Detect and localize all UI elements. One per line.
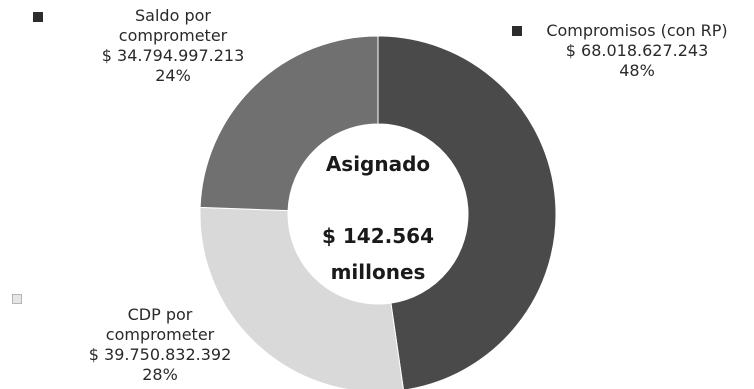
slice-percent-saldo: 24%	[155, 66, 191, 85]
center-title: Asignado	[325, 152, 431, 176]
slice-percent-compromisos: 48%	[619, 61, 655, 80]
slice-saldo	[199, 35, 379, 212]
slice-label-cdp: CDP por comprometer $ 39.750.832.392 28%	[60, 305, 260, 385]
center-amount: $ 142.564	[322, 224, 434, 248]
slice-cdp	[199, 206, 404, 389]
center-unit: millones	[330, 260, 426, 284]
slice-name-compromisos: Compromisos (con RP)	[546, 21, 728, 40]
slice-value-cdp: $ 39.750.832.392	[88, 345, 232, 364]
legend-marker-saldo	[33, 12, 43, 22]
legend-marker-compromisos	[512, 26, 522, 36]
slice-name-saldo-line2: comprometer	[118, 26, 228, 45]
slice-name-cdp-line2: comprometer	[105, 325, 215, 344]
legend-marker-cdp	[12, 294, 22, 304]
slice-compromisos	[377, 35, 557, 389]
slice-value-compromisos: $ 68.018.627.243	[565, 41, 709, 60]
slice-percent-cdp: 28%	[142, 365, 178, 384]
slice-name-saldo-line1: Saldo por	[135, 6, 211, 25]
slice-label-saldo: Saldo por comprometer $ 34.794.997.213 2…	[68, 6, 278, 86]
slice-name-cdp-line1: CDP por	[127, 305, 193, 324]
slice-value-saldo: $ 34.794.997.213	[101, 46, 245, 65]
slice-label-compromisos: Compromisos (con RP) $ 68.018.627.243 48…	[522, 21, 752, 81]
